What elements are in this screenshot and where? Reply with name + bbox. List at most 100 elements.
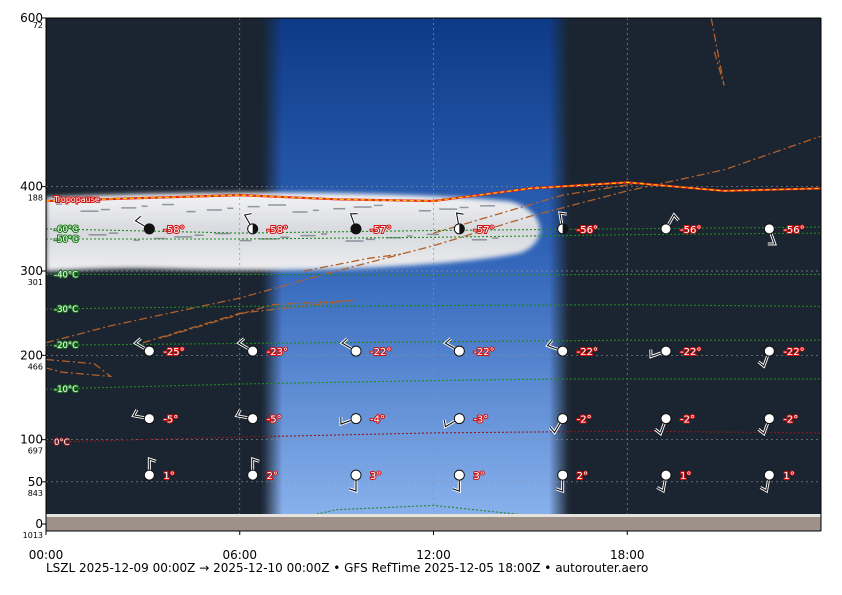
temperature-label: 1° — [783, 471, 794, 482]
isotherm-line — [46, 226, 821, 234]
contrail-line — [142, 299, 353, 344]
cloud-texture — [194, 234, 204, 236]
contrail-line — [304, 253, 402, 272]
y-tick-label: 100 — [20, 433, 43, 447]
station-circle — [350, 345, 362, 357]
cloud-texture — [480, 205, 495, 207]
station-circle — [247, 345, 259, 357]
x-tick-label: 18:00 — [610, 548, 645, 562]
station-circle — [763, 413, 775, 425]
temperature-label: -4° — [370, 415, 385, 426]
temperature-label: -2° — [577, 415, 592, 426]
ground-highlight — [46, 514, 821, 517]
cloud-texture — [141, 205, 148, 207]
cloud-texture — [259, 238, 278, 240]
temperature-label: -57° — [473, 225, 494, 236]
station-circle — [763, 345, 775, 357]
cloud-texture — [333, 207, 346, 210]
y-tick-label: 50 — [28, 475, 43, 489]
cloud-cover-half — [459, 223, 465, 234]
cloud-texture — [471, 239, 487, 241]
temperature-label: -22° — [473, 347, 494, 358]
temperature-label: -58° — [163, 225, 184, 236]
temperature-label: -58° — [267, 225, 288, 236]
y-tick-hpa-label: 188 — [28, 194, 43, 203]
cloud-texture — [88, 234, 107, 236]
cloud-texture — [492, 237, 499, 239]
contrail-line — [710, 18, 725, 86]
contrail-lines — [46, 18, 821, 378]
cloud-cover-half — [252, 223, 258, 234]
cloud-cover-full — [351, 223, 361, 234]
station-circle — [453, 413, 465, 425]
station-circle — [453, 345, 465, 357]
station-circle — [763, 469, 775, 481]
isotherm-line — [46, 378, 821, 390]
station-circle — [143, 345, 155, 357]
isotherm-line — [46, 232, 821, 240]
cloud-cover-half — [562, 223, 568, 234]
cloud-texture — [80, 210, 99, 212]
cloud-texture — [418, 210, 431, 212]
cloud-texture — [345, 240, 364, 242]
station-circle — [350, 469, 362, 481]
x-tick-label: 00:00 — [29, 548, 64, 562]
temperature-label: -2° — [783, 415, 798, 426]
cloud-texture — [386, 236, 402, 239]
y-tick-label: 0 — [35, 517, 43, 531]
isotherm-label: -60°C — [54, 225, 78, 235]
y-tick-label: 300 — [20, 264, 43, 278]
temperature-label: -22° — [370, 347, 391, 358]
cloud-texture — [206, 209, 222, 211]
cloud-texture — [268, 204, 286, 206]
y-tick-hpa-label: 843 — [28, 489, 43, 498]
temperature-label: -56° — [680, 225, 701, 236]
cloud-texture — [56, 203, 62, 205]
temperature-label: -56° — [577, 225, 598, 236]
contrail-line — [46, 358, 113, 378]
temperature-label: -3° — [473, 415, 488, 426]
station-circle — [763, 223, 775, 235]
cloud-texture — [280, 236, 290, 239]
temperature-label: 3° — [370, 471, 381, 482]
isotherm-label: 0°C — [54, 438, 70, 448]
isotherm-label: -30°C — [54, 305, 78, 315]
isotherm-line — [46, 504, 821, 525]
cloud-texture — [427, 233, 439, 236]
grid-lines — [46, 18, 821, 524]
cloud-texture — [239, 239, 252, 242]
cloud-texture — [406, 235, 413, 237]
y-tick-label: 200 — [20, 348, 43, 362]
cloud-texture — [439, 208, 458, 210]
y-tick-label: 400 — [20, 180, 43, 194]
temperature-label: -22° — [577, 347, 598, 358]
y-tick-hpa-label: 697 — [28, 447, 43, 456]
twilight-left — [262, 18, 283, 531]
x-tick-label: 06:00 — [222, 548, 257, 562]
tropopause-line-dash — [46, 181, 821, 202]
cloud-band — [46, 192, 541, 271]
station-circle — [557, 345, 569, 357]
cloud-texture — [300, 234, 316, 237]
temperature-label: 1° — [680, 471, 691, 482]
temperature-label: -5° — [267, 415, 282, 426]
cloud-texture — [292, 211, 308, 213]
cloud-texture — [68, 235, 81, 238]
cloud-texture — [353, 206, 372, 208]
temperature-label: 2° — [267, 471, 278, 482]
station-circle — [660, 223, 672, 235]
temperature-label: -56° — [783, 225, 804, 236]
station-circle — [557, 469, 569, 481]
tropopause-label: Tropopause — [53, 195, 100, 204]
y-tick-hpa-label: 72 — [33, 21, 43, 30]
station-circle — [143, 413, 155, 425]
isotherm-line — [46, 430, 821, 443]
station-circle — [660, 469, 672, 481]
temperature-label: 1° — [163, 471, 174, 482]
temperature-label: -23° — [267, 347, 288, 358]
cloud-cover-full — [144, 223, 155, 234]
station-circle — [660, 413, 672, 425]
isotherm-line — [46, 273, 821, 276]
y-tick-hpa-label: 466 — [28, 362, 43, 371]
